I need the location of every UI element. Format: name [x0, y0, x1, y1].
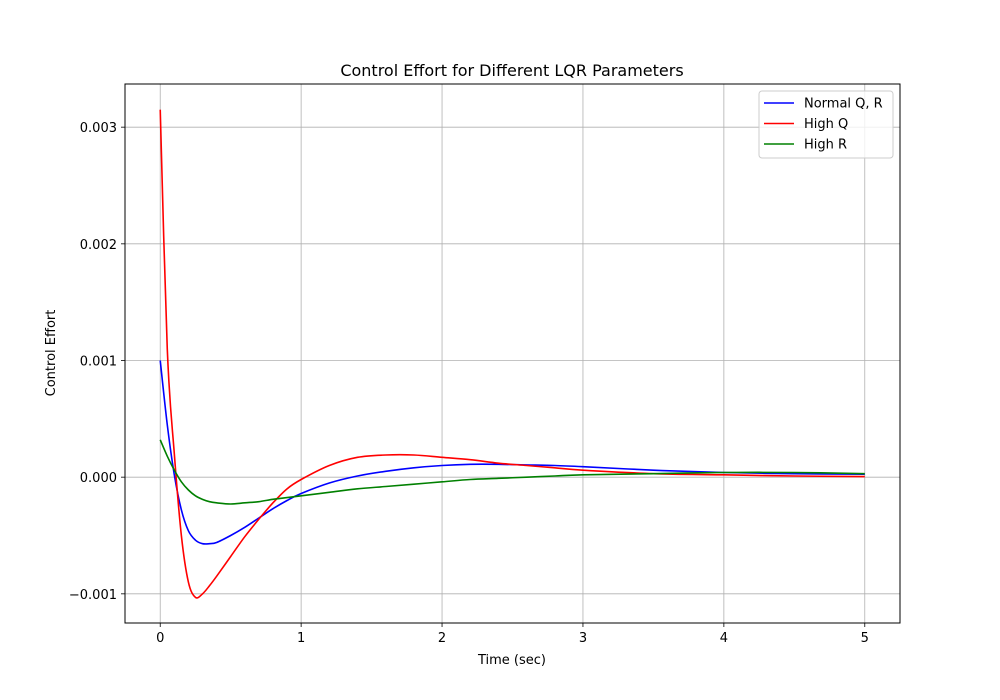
legend-label-normal-q-r: Normal Q, R: [804, 97, 883, 112]
legend-box: [758, 90, 894, 159]
y-axis-label: Control Effort: [44, 310, 59, 397]
series-lines: [159, 109, 865, 599]
x-tick-label: 4: [720, 631, 728, 646]
plot-frame: [124, 83, 901, 624]
x-tick-label: 0: [156, 631, 164, 646]
y-tick-label: 0.000: [80, 471, 117, 486]
x-axis-label: Time (sec): [477, 653, 546, 668]
x-tick-label: 5: [861, 631, 869, 646]
plot-area: [125, 84, 900, 623]
series-line-normal-q-r: [159, 360, 865, 545]
legend: Normal Q, R High Q High R: [758, 90, 894, 159]
y-tick-label: −0.001: [69, 588, 117, 603]
y-tick-label: 0.001: [80, 355, 117, 370]
axis-ticks: 0 1 2 3 4 5 −0.001 0.000 0.001 0.002 0.003: [69, 121, 869, 646]
series-line-high-q: [159, 109, 865, 599]
legend-label-high-r: High R: [804, 138, 847, 153]
x-tick-label: 3: [579, 631, 587, 646]
x-tick-label: 2: [438, 631, 446, 646]
x-tick-label: 1: [297, 631, 305, 646]
series-line-high-r: [159, 439, 865, 505]
chart-title: Control Effort for Different LQR Paramet…: [340, 61, 683, 80]
legend-label-high-q: High Q: [804, 117, 848, 132]
y-tick-label: 0.003: [80, 121, 117, 136]
y-tick-label: 0.002: [80, 238, 117, 253]
